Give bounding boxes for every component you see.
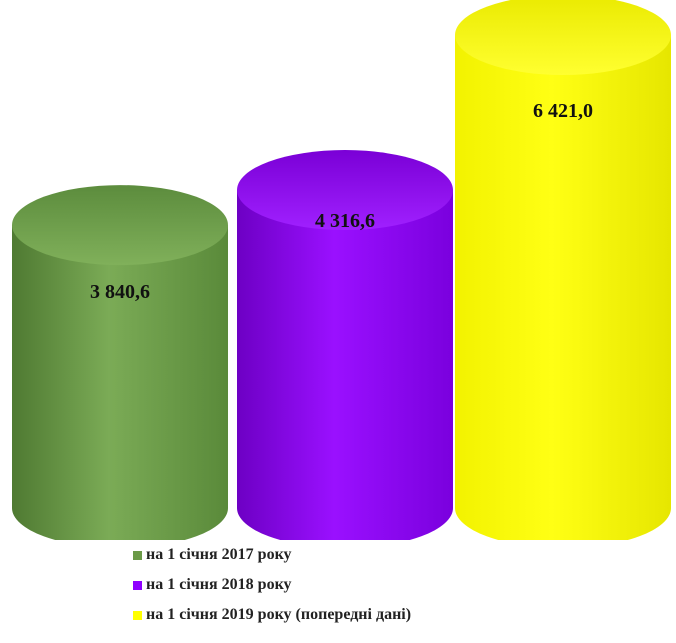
legend-swatch-2018 <box>133 580 142 590</box>
value-label-2018: 4 316,6 <box>315 210 375 232</box>
legend-item-2018: на 1 січня 2018 року <box>133 572 411 598</box>
legend-label-2018: на 1 січня 2018 року <box>146 576 292 593</box>
bar-body-2017 <box>12 225 228 540</box>
legend-label-2017: на 1 січня 2017 року <box>146 546 292 563</box>
bar-2017: 3 840,6 <box>12 185 228 540</box>
value-label-2017: 3 840,6 <box>90 281 150 303</box>
legend-item-2019: на 1 січня 2019 року (попередні дані) <box>133 602 411 628</box>
chart-area: 3 840,6 4 316,6 6 421,0 <box>12 0 671 540</box>
chart-legend: на 1 січня 2017 року на 1 січня 2018 рок… <box>133 542 411 632</box>
legend-label-2019: на 1 січня 2019 року (попередні дані) <box>146 606 412 623</box>
bar-2019: 6 421,0 <box>455 0 671 540</box>
bar-top-2018 <box>237 150 453 231</box>
value-label-2019: 6 421,0 <box>533 100 593 122</box>
bar-2018: 4 316,6 <box>237 150 453 540</box>
bar-chart: 3 840,6 4 316,6 6 421,0 <box>12 0 671 540</box>
legend-item-2017: на 1 січня 2017 року <box>133 542 411 568</box>
bar-top-2019 <box>455 0 671 75</box>
bar-top-2017 <box>12 185 228 266</box>
bar-body-2018 <box>237 190 453 540</box>
legend-swatch-2017 <box>133 550 142 560</box>
bar-body-2019 <box>455 35 671 540</box>
legend-swatch-2019 <box>133 610 142 620</box>
